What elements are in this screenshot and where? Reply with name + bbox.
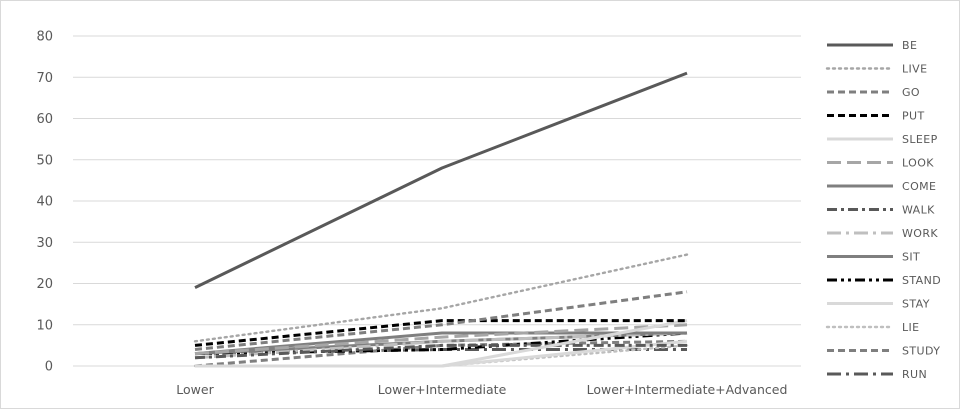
y-tick-label: 70 bbox=[36, 71, 53, 86]
series-line-look bbox=[194, 323, 688, 356]
legend-label-look: LOOK bbox=[902, 157, 934, 170]
x-tick-label: Lower+Intermediate bbox=[378, 382, 507, 397]
y-tick-label: 80 bbox=[36, 30, 53, 45]
series-line-go bbox=[194, 290, 688, 351]
x-tick-label: Lower bbox=[176, 382, 214, 397]
y-tick-label: 10 bbox=[36, 318, 53, 333]
legend-label-walk: WALK bbox=[902, 204, 935, 217]
legend-label-go: GO bbox=[902, 86, 920, 99]
y-tick-label: 60 bbox=[36, 112, 53, 127]
legend-label-live: LIVE bbox=[902, 63, 927, 76]
series-line-put bbox=[194, 319, 687, 347]
legend-label-study: STUDY bbox=[902, 345, 940, 358]
series-line-be bbox=[194, 71, 688, 289]
legend-label-be: BE bbox=[902, 39, 917, 52]
y-tick-label: 30 bbox=[36, 236, 53, 251]
legend-label-put: PUT bbox=[902, 110, 925, 123]
legend-label-sleep: SLEEP bbox=[902, 133, 938, 146]
series-line-sleep bbox=[195, 319, 688, 368]
legend-label-sit: SIT bbox=[902, 251, 920, 264]
series-line-live bbox=[193, 253, 689, 343]
y-tick-label: 40 bbox=[36, 195, 53, 210]
y-tick-label: 50 bbox=[36, 153, 53, 168]
legend-label-work: WORK bbox=[902, 227, 938, 240]
x-tick-label: Lower+Intermediate+Advanced bbox=[587, 382, 788, 397]
x-axis-ticks: Lower Lower+Intermediate Lower+Intermediat… bbox=[176, 382, 787, 397]
series-lines bbox=[193, 71, 689, 368]
legend-label-stay: STAY bbox=[902, 298, 930, 311]
legend-label-run: RUN bbox=[902, 368, 927, 381]
y-tick-label: 0 bbox=[45, 360, 53, 375]
legend: BE LIVE GO PUT SLEEP LOOK COME WALK WORK SIT STAND… bbox=[825, 39, 941, 381]
series-line-stand bbox=[194, 331, 688, 356]
legend-label-lie: LIE bbox=[902, 321, 920, 334]
y-axis-ticks: 0 10 20 30 40 50 60 70 80 bbox=[36, 30, 53, 375]
legend-label-stand: STAND bbox=[902, 274, 941, 287]
y-tick-label: 20 bbox=[36, 277, 53, 292]
legend-label-come: COME bbox=[902, 180, 936, 193]
gridlines bbox=[73, 35, 801, 367]
series-line-walk bbox=[194, 343, 687, 360]
